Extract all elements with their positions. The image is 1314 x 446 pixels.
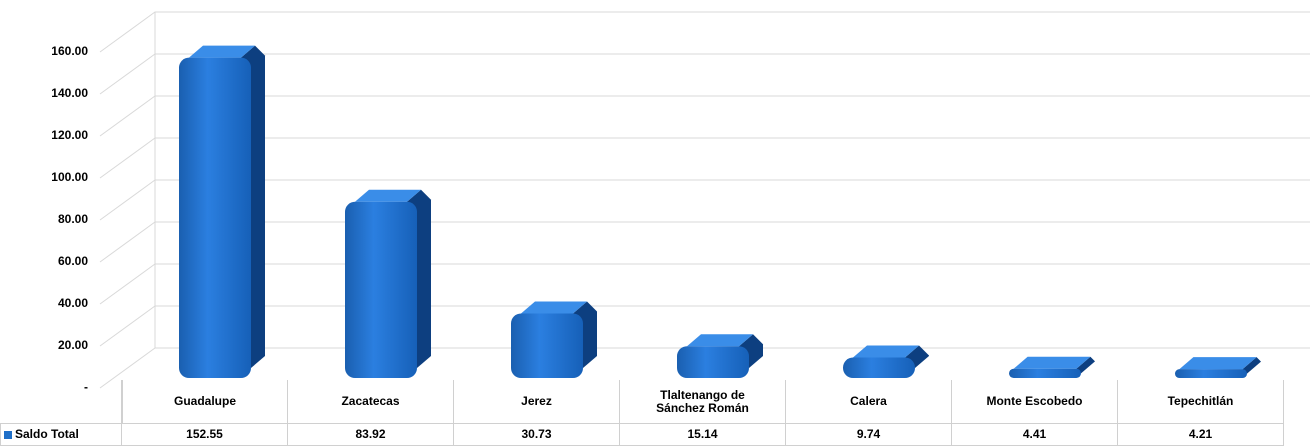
value-label: 30.73 bbox=[454, 424, 620, 446]
bar bbox=[677, 346, 749, 378]
bar-top bbox=[1013, 356, 1091, 369]
bar-top bbox=[687, 334, 753, 347]
bar-top bbox=[189, 45, 255, 58]
grid-line bbox=[99, 137, 1310, 179]
grid-line bbox=[99, 53, 1310, 95]
bar bbox=[179, 57, 251, 379]
y-tick-label: 40.00 bbox=[58, 296, 88, 310]
bar-side bbox=[1076, 356, 1095, 374]
category-label: Zacatecas bbox=[288, 380, 454, 424]
bar-side bbox=[739, 334, 763, 368]
value-label: 152.55 bbox=[122, 424, 288, 446]
bar-top bbox=[1179, 357, 1257, 370]
value-label: 4.41 bbox=[952, 424, 1118, 446]
y-tick-label: - bbox=[84, 380, 88, 394]
category-label: Monte Escobedo bbox=[952, 380, 1118, 424]
grid-line bbox=[99, 11, 1310, 53]
grid-line bbox=[99, 179, 1310, 221]
y-tick-label: 120.00 bbox=[51, 128, 88, 142]
category-label: Jerez bbox=[454, 380, 620, 424]
bar bbox=[511, 313, 583, 378]
y-tick-label: 140.00 bbox=[51, 86, 88, 100]
bar-side bbox=[1242, 357, 1261, 374]
category-label: Calera bbox=[786, 380, 952, 424]
legend-label: Saldo Total bbox=[0, 424, 122, 446]
category-label: Tlaltenango de Sánchez Román bbox=[620, 380, 786, 424]
y-tick-label: 60.00 bbox=[58, 254, 88, 268]
legend-key bbox=[4, 431, 12, 439]
category-label: Guadalupe bbox=[122, 380, 288, 424]
grid-line bbox=[99, 221, 1310, 263]
table-corner bbox=[0, 380, 122, 424]
y-tick-label: 20.00 bbox=[58, 338, 88, 352]
y-tick-label: 80.00 bbox=[58, 212, 88, 226]
value-label: 4.21 bbox=[1118, 424, 1284, 446]
value-label: 9.74 bbox=[786, 424, 952, 446]
bar-top bbox=[853, 345, 919, 358]
category-label: Tepechitlán bbox=[1118, 380, 1284, 424]
value-label: 15.14 bbox=[620, 424, 786, 446]
grid-line bbox=[99, 95, 1310, 137]
bar-top bbox=[355, 189, 421, 202]
grid-line bbox=[99, 263, 1310, 305]
y-tick-label: 100.00 bbox=[51, 170, 88, 184]
y-tick-label: 160.00 bbox=[51, 44, 88, 58]
bar bbox=[345, 201, 417, 378]
bar-top bbox=[521, 301, 587, 314]
bar bbox=[843, 357, 915, 378]
value-label: 83.92 bbox=[288, 424, 454, 446]
bar bbox=[1009, 368, 1081, 378]
bar bbox=[1175, 369, 1247, 378]
